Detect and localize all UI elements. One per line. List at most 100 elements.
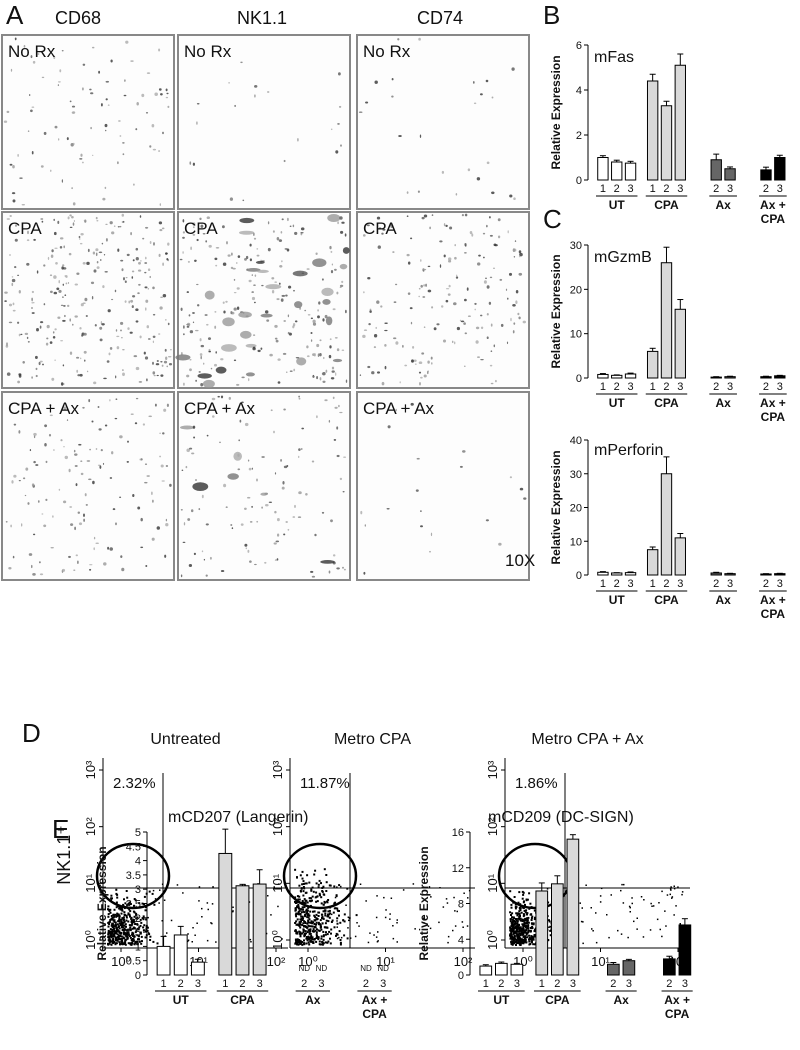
stain-speck <box>293 289 295 292</box>
stain-speck <box>154 403 157 407</box>
stain-speck <box>206 216 210 220</box>
event-dot <box>438 921 440 924</box>
event-dot <box>377 940 379 942</box>
event-dot <box>113 941 116 943</box>
event-dot <box>456 910 458 913</box>
stain-speck <box>423 374 427 378</box>
event-dot <box>333 907 336 910</box>
event-dot <box>112 939 114 942</box>
event-dot <box>342 919 344 922</box>
stain-speck <box>92 154 94 157</box>
stain-speck <box>103 562 107 566</box>
x-tick-label: 2 <box>239 978 245 990</box>
event-dot <box>636 917 638 919</box>
event-dot <box>307 921 310 924</box>
stain-speck <box>69 506 73 508</box>
event-dot <box>215 941 217 943</box>
stain-speck <box>122 142 125 144</box>
event-dot <box>511 938 514 941</box>
y-axis-label: Relative Expression <box>417 846 431 960</box>
stain-speck <box>287 314 290 318</box>
group-label-line: Ax + <box>664 993 690 1007</box>
stain-speck <box>240 523 244 526</box>
event-dot <box>145 918 148 921</box>
event-dot <box>376 895 378 897</box>
stain-speck <box>79 242 83 245</box>
stain-speck <box>183 522 186 526</box>
y-tick-label: 3 <box>135 884 141 896</box>
stain-speck <box>454 243 456 247</box>
stain-speck <box>93 381 97 385</box>
event-dot <box>525 933 528 936</box>
chart-title: mGzmB <box>594 249 652 266</box>
stain-speck <box>79 327 82 330</box>
event-dot <box>524 936 527 939</box>
stain-speck <box>101 323 105 326</box>
stain-speck <box>519 487 524 491</box>
event-dot <box>315 928 318 931</box>
stain-speck <box>59 246 63 249</box>
event-dot <box>315 937 318 939</box>
stain-speck <box>278 239 283 242</box>
stain-speck <box>160 361 163 363</box>
event-dot <box>124 902 127 905</box>
event-dot <box>114 923 117 926</box>
event-dot <box>512 920 515 923</box>
stain-speck <box>185 408 188 411</box>
event-dot <box>546 888 549 890</box>
event-dot <box>313 919 316 922</box>
event-dot <box>187 940 189 943</box>
gate-ellipse <box>95 842 171 910</box>
stain-speck <box>294 231 298 235</box>
event-dot <box>520 911 523 914</box>
stain-speck <box>207 337 212 340</box>
event-dot <box>640 896 643 898</box>
stain-speck <box>391 95 394 98</box>
x-tick-label: 3 <box>677 381 683 393</box>
event-dot <box>141 902 144 905</box>
event-dot <box>152 889 155 892</box>
event-dot <box>206 902 209 904</box>
event-dot <box>512 924 515 927</box>
event-dot <box>139 932 142 935</box>
stain-speck <box>199 217 202 221</box>
event-dot <box>299 889 302 892</box>
stain-speck <box>111 451 114 455</box>
stain-speck <box>445 224 448 228</box>
stain-speck <box>42 363 44 366</box>
stain-speck <box>222 317 235 327</box>
event-dot <box>306 914 309 917</box>
stain-speck <box>300 227 305 231</box>
event-dot <box>526 918 529 921</box>
event-dot <box>673 887 676 890</box>
event-dot <box>135 917 138 920</box>
event-dot <box>294 908 297 911</box>
stain-speck <box>205 574 208 577</box>
stain-speck <box>514 240 517 243</box>
stain-speck <box>204 313 208 317</box>
y-tick-label: 8 <box>458 899 464 911</box>
column-header: CD74 <box>417 8 463 28</box>
stain-speck <box>49 341 53 344</box>
stain-speck <box>455 192 458 196</box>
event-dot <box>512 940 515 943</box>
event-dot <box>114 939 117 942</box>
stain-speck <box>158 48 161 52</box>
stain-speck <box>84 297 88 302</box>
event-dot <box>133 915 136 918</box>
event-dot <box>610 894 612 896</box>
event-dot <box>139 931 142 934</box>
stain-speck <box>136 101 139 106</box>
stain-speck <box>486 285 490 289</box>
x-tick-label: 2 <box>713 578 719 590</box>
event-dot <box>308 930 311 933</box>
event-dot <box>312 941 315 944</box>
stain-speck <box>420 259 422 262</box>
stain-speck <box>122 153 125 156</box>
stain-speck <box>213 363 218 367</box>
stain-speck <box>115 375 117 379</box>
stain-speck <box>124 79 126 82</box>
event-dot <box>526 917 529 920</box>
event-dot <box>532 923 535 926</box>
y-tick-label: 10¹ <box>83 873 98 892</box>
